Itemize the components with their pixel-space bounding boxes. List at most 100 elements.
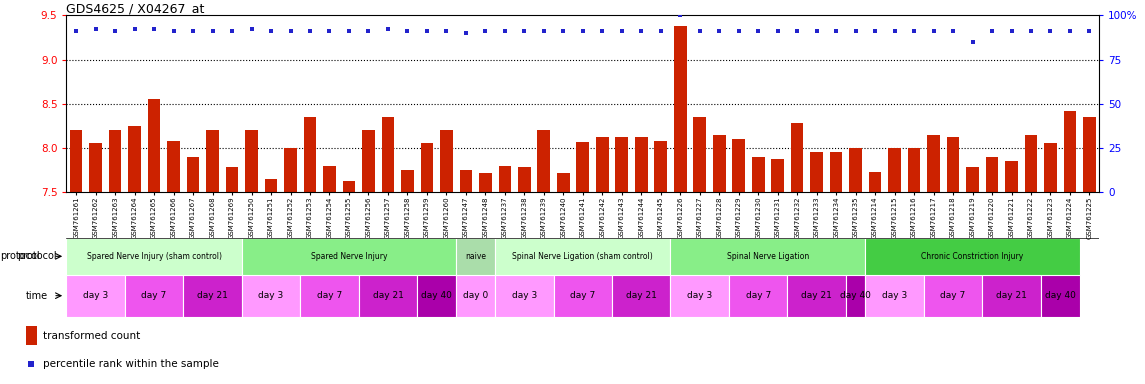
Point	[924, 28, 942, 34]
Point	[827, 28, 845, 34]
Bar	[986, 157, 998, 192]
Point	[282, 28, 300, 34]
Point	[1021, 28, 1040, 34]
Point	[788, 28, 806, 34]
Point	[613, 28, 631, 34]
Text: day 3: day 3	[259, 291, 284, 300]
Text: Spinal Nerve Ligation (sham control): Spinal Nerve Ligation (sham control)	[513, 252, 653, 261]
Point	[593, 28, 611, 34]
Point	[807, 28, 826, 34]
Point	[1002, 28, 1020, 34]
Text: Spared Nerve Injury (sham control): Spared Nerve Injury (sham control)	[87, 252, 222, 261]
Text: GDS4625 / X04267_at: GDS4625 / X04267_at	[66, 2, 205, 15]
Bar	[866, 275, 924, 317]
Bar	[495, 238, 671, 275]
Bar	[908, 148, 921, 192]
Text: protocol: protocol	[0, 251, 40, 262]
Point	[943, 28, 962, 34]
Point	[398, 28, 417, 34]
Bar	[323, 166, 335, 192]
Bar	[401, 170, 413, 192]
Bar	[358, 275, 417, 317]
Bar	[674, 26, 687, 192]
Point	[126, 26, 144, 33]
Bar	[733, 139, 745, 192]
Bar	[1044, 143, 1057, 192]
Bar	[226, 167, 238, 192]
Bar	[89, 143, 102, 192]
Bar	[183, 275, 242, 317]
Point	[554, 28, 572, 34]
Text: Spinal Nerve Ligation: Spinal Nerve Ligation	[727, 252, 810, 261]
Point	[710, 28, 728, 34]
Point	[768, 28, 787, 34]
Text: day 7: day 7	[940, 291, 965, 300]
Point	[905, 28, 923, 34]
Bar	[635, 137, 648, 192]
Point	[885, 28, 903, 34]
Bar	[850, 148, 862, 192]
Point	[184, 28, 203, 34]
Bar	[167, 141, 180, 192]
Text: transformed count: transformed count	[44, 331, 140, 341]
Bar	[300, 275, 358, 317]
Bar	[1064, 111, 1076, 192]
Bar	[752, 157, 765, 192]
Text: time: time	[25, 291, 48, 301]
Point	[1080, 28, 1098, 34]
Bar	[553, 275, 613, 317]
Bar	[966, 167, 979, 192]
Bar	[417, 275, 456, 317]
Text: day 21: day 21	[372, 291, 403, 300]
Point	[223, 28, 242, 34]
Text: protocol: protocol	[17, 251, 56, 262]
Text: day 21: day 21	[802, 291, 832, 300]
Bar	[125, 275, 183, 317]
Text: Spared Nerve Injury: Spared Nerve Injury	[310, 252, 387, 261]
Point	[496, 28, 514, 34]
Point	[574, 28, 592, 34]
Bar	[440, 130, 452, 192]
Point	[749, 28, 767, 34]
Point	[340, 28, 358, 34]
Text: day 7: day 7	[142, 291, 167, 300]
Point	[1041, 28, 1059, 34]
Point	[846, 28, 864, 34]
Point	[652, 28, 670, 34]
Bar	[242, 238, 456, 275]
Point	[515, 28, 534, 34]
Point	[321, 28, 339, 34]
Text: day 7: day 7	[745, 291, 771, 300]
Point	[1060, 28, 1079, 34]
Bar	[303, 117, 316, 192]
Point	[418, 28, 436, 34]
Text: day 3: day 3	[512, 291, 537, 300]
Bar	[811, 152, 823, 192]
Bar	[927, 135, 940, 192]
Bar	[148, 99, 160, 192]
Point	[632, 28, 650, 34]
Bar	[362, 130, 374, 192]
Bar	[70, 130, 82, 192]
Bar	[595, 137, 609, 192]
Point	[535, 28, 553, 34]
Bar	[924, 275, 982, 317]
Bar	[1083, 117, 1096, 192]
Bar	[671, 275, 729, 317]
Bar	[264, 179, 277, 192]
Bar	[694, 117, 706, 192]
Point	[437, 28, 456, 34]
Point	[360, 28, 378, 34]
Text: day 40: day 40	[1044, 291, 1075, 300]
Bar	[671, 238, 866, 275]
Bar	[982, 275, 1041, 317]
Text: day 0: day 0	[463, 291, 488, 300]
Bar	[655, 141, 668, 192]
Bar	[456, 275, 495, 317]
Text: Chronic Constriction Injury: Chronic Constriction Injury	[922, 252, 1024, 261]
Bar	[1041, 275, 1080, 317]
Text: day 3: day 3	[882, 291, 907, 300]
Bar	[869, 172, 882, 192]
Point	[165, 28, 183, 34]
Point	[145, 26, 164, 33]
